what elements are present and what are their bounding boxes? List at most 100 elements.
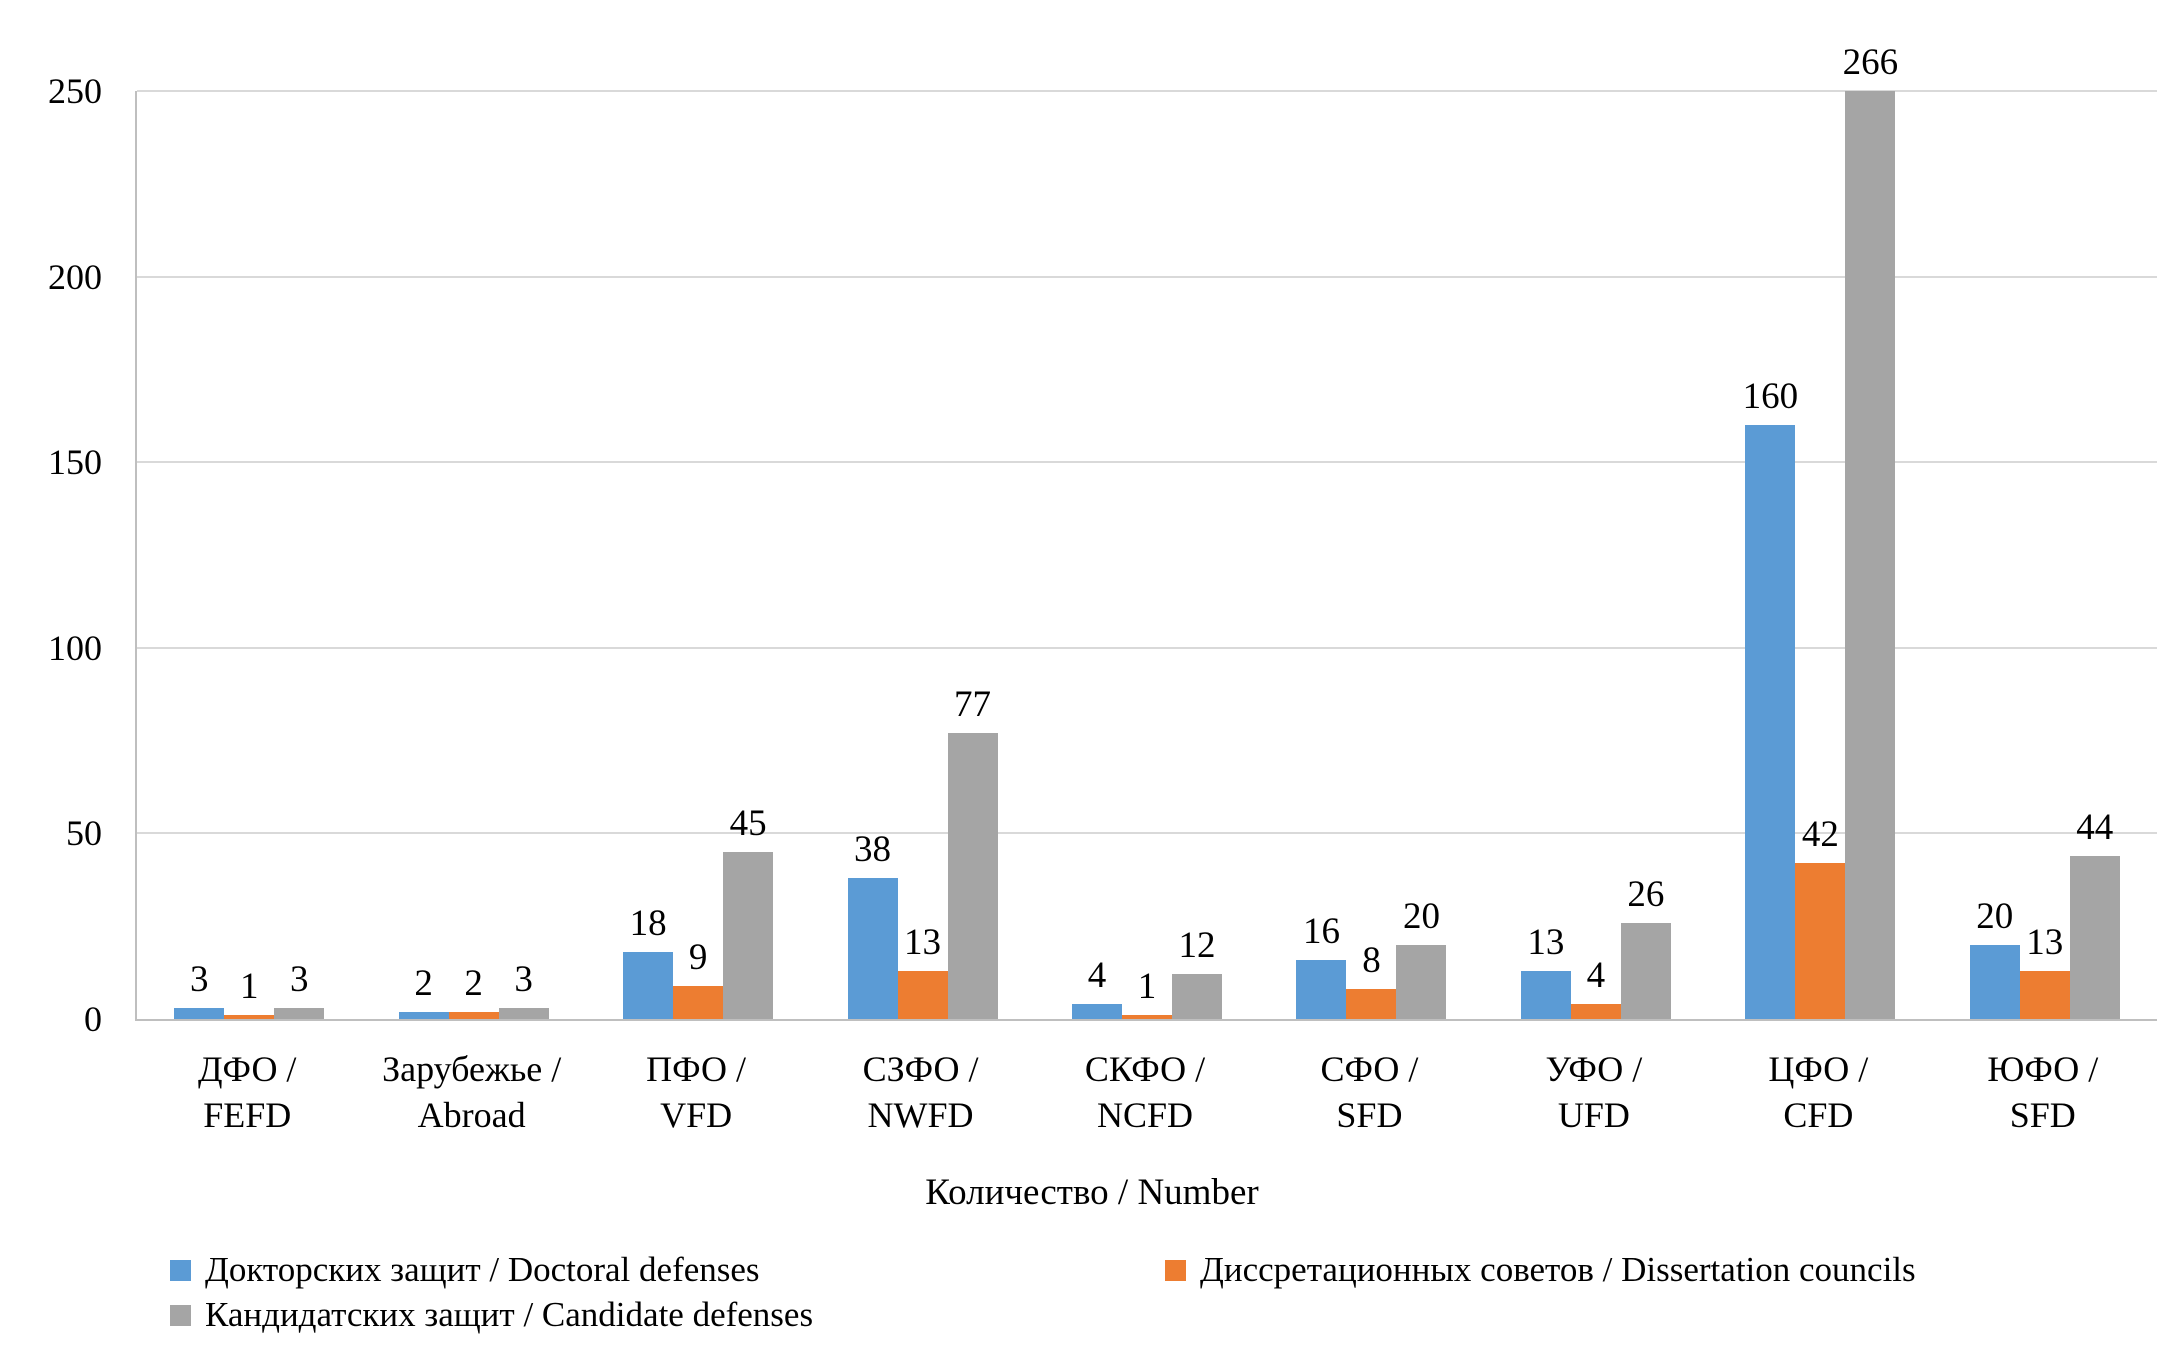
bar	[2019, 970, 2070, 1019]
category-label-line2: FEFD	[203, 1095, 292, 1135]
bar	[1795, 863, 1846, 1019]
legend-swatch-gray	[170, 1304, 191, 1326]
bar-value-label: 4	[1586, 955, 1606, 997]
bar-value-label: 44	[2076, 806, 2114, 848]
category-label: УФО / UFD	[1482, 1046, 1706, 1138]
category-label-line2: UFD	[1557, 1095, 1630, 1135]
bar-value-label: 160	[1742, 376, 1799, 418]
category-label-line2: Abroad	[417, 1095, 526, 1135]
category-label: ДФО / FEFD	[135, 1046, 359, 1138]
bar	[1396, 944, 1447, 1019]
gridline	[137, 646, 2157, 649]
bar-value-label: 1	[1137, 966, 1157, 1008]
y-tick-label: 100	[48, 627, 102, 668]
bar-value-label: 13	[1527, 921, 1565, 963]
bar-value-label: 77	[954, 684, 992, 726]
bar	[448, 1011, 499, 1019]
category-label-line2: SFD	[1336, 1095, 1403, 1135]
bar-value-label: 12	[1178, 925, 1216, 967]
legend-label: Кандидатских защит / Candidate defenses	[205, 1295, 814, 1334]
legend-label: Докторских защит / Doctoral defenses	[205, 1250, 760, 1289]
y-tick-label: 150	[48, 442, 102, 483]
category-label: ЦФО / CFD	[1706, 1046, 1930, 1138]
bar-value-label: 13	[904, 921, 942, 963]
category-label-line1: ПФО /	[646, 1049, 747, 1089]
bar	[1620, 922, 1671, 1019]
category-label-line1: СКФО /	[1084, 1049, 1206, 1089]
bar	[1570, 1004, 1621, 1019]
bar	[2069, 855, 2120, 1019]
bar	[1296, 959, 1347, 1019]
bar-value-label: 18	[629, 903, 667, 945]
legend-item-dissertation-councils: Диссретационных советов / Dissertation c…	[1165, 1248, 1916, 1292]
category-label: СЗФО / NWFD	[808, 1046, 1032, 1138]
gridline	[137, 90, 2157, 92]
bar-value-label: 26	[1627, 873, 1665, 915]
y-tick-label: 0	[84, 999, 102, 1039]
category-label-line1: ЦФО /	[1768, 1049, 1869, 1089]
bar	[274, 1007, 325, 1019]
legend-label: Диссретационных советов / Dissertation c…	[1200, 1250, 1916, 1289]
bar-value-label: 4	[1087, 955, 1107, 997]
bar	[947, 733, 998, 1019]
category-label: СКФО / NCFD	[1033, 1046, 1257, 1138]
bar	[1745, 425, 1796, 1019]
bar	[174, 1007, 225, 1019]
category-label: СФО / SFD	[1257, 1046, 1481, 1138]
bar-value-label: 42	[1801, 814, 1839, 856]
bar	[1122, 1015, 1172, 1019]
legend-swatch-blue	[170, 1259, 191, 1281]
category-label-line1: ДФО /	[198, 1049, 297, 1089]
category-label-line2: CFD	[1783, 1095, 1854, 1135]
bar	[224, 1015, 275, 1019]
bar-value-label: 20	[1402, 895, 1440, 937]
bar	[1520, 970, 1571, 1019]
bar	[1072, 1004, 1122, 1019]
category-label: Зарубежье / Abroad	[359, 1046, 583, 1138]
bar-value-label: 266	[1842, 42, 1899, 83]
category-label-line2: NCFD	[1096, 1095, 1193, 1135]
bar-value-label: 2	[414, 962, 433, 1004]
bar	[398, 1011, 449, 1019]
bar-value-label: 3	[289, 958, 309, 1000]
bar	[498, 1007, 549, 1019]
y-tick-label: 250	[48, 71, 102, 111]
bar	[623, 952, 674, 1019]
category-label-line2: NWFD	[867, 1095, 974, 1135]
bar	[1845, 91, 1896, 1019]
category-label: ПФО / VFD	[584, 1046, 808, 1138]
bar	[673, 985, 724, 1019]
bar-value-label: 13	[2026, 921, 2064, 963]
bar-value-label: 2	[464, 962, 483, 1004]
category-label-line1: УФО /	[1545, 1049, 1643, 1089]
category-label-line1: СЗФО /	[862, 1049, 979, 1089]
bar-value-label: 1	[239, 966, 259, 1008]
category-label-line1: СФО /	[1320, 1049, 1419, 1089]
category-label-line2: SFD	[2009, 1095, 2076, 1135]
bar-value-label: 8	[1362, 940, 1381, 982]
legend-item-candidate-defenses: Кандидатских защит / Candidate defenses	[170, 1293, 813, 1337]
bar	[1969, 944, 2020, 1019]
y-tick-label: 50	[66, 813, 102, 854]
bar	[897, 970, 948, 1019]
bar	[723, 851, 774, 1019]
bar-value-label: 3	[514, 958, 533, 1000]
gridline	[137, 275, 2157, 278]
legend-swatch-orange	[1165, 1259, 1186, 1281]
bar-value-label: 38	[854, 828, 892, 870]
bar-value-label: 16	[1302, 910, 1340, 952]
category-label-line1: ЮФО /	[1987, 1049, 2099, 1089]
bar-value-label: 45	[729, 802, 767, 844]
category-label: ЮФО / SFD	[1931, 1046, 2155, 1138]
y-tick-label: 200	[48, 256, 102, 297]
bar	[847, 877, 898, 1019]
x-axis-title: Количество / Number	[925, 1172, 1259, 1213]
bar	[1346, 989, 1397, 1019]
bar-value-label: 20	[1976, 895, 2014, 937]
category-label-line1: Зарубежье /	[382, 1049, 562, 1089]
category-label-line2: VFD	[660, 1095, 733, 1135]
plot-area: 3 2 18 38 4 16 13 160 20 1 2 9 13 1 8 4 42 13 3 3 45 77 12 20 26…	[135, 43, 2157, 1021]
legend-item-doctoral-defenses: Докторских защит / Doctoral defenses	[170, 1248, 760, 1292]
gridline	[137, 461, 2157, 464]
